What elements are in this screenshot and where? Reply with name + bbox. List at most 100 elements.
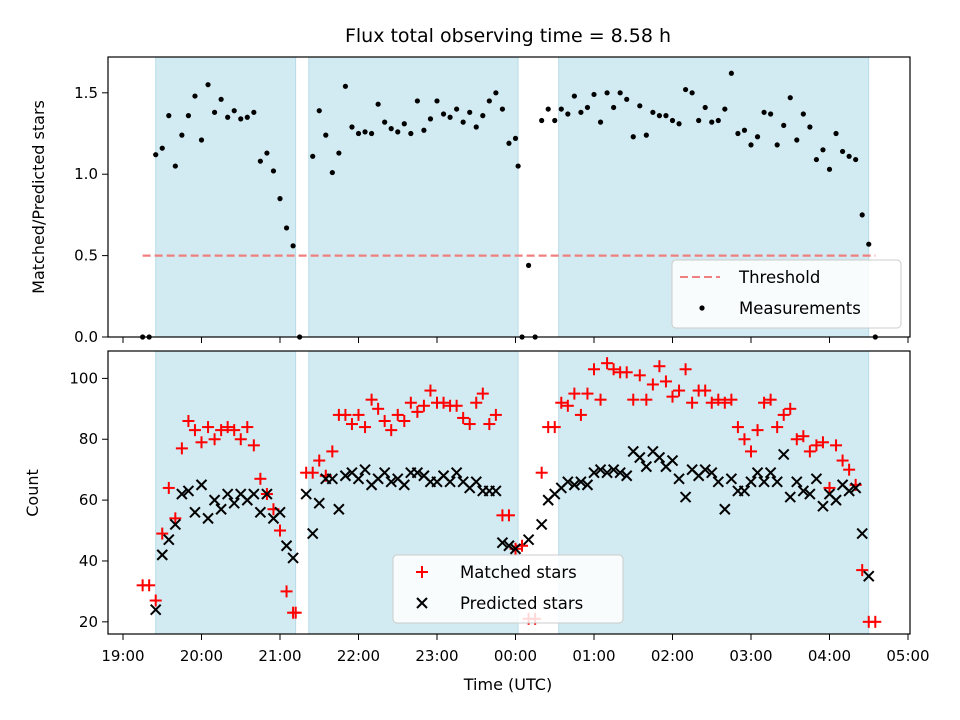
matched-star-point xyxy=(241,421,254,434)
predicted-star-point xyxy=(333,503,345,515)
matched-star-point xyxy=(745,445,757,458)
measurement-point xyxy=(552,117,558,124)
measurement-point xyxy=(820,147,826,153)
measurement-point xyxy=(866,241,872,247)
predicted-star-point xyxy=(562,476,574,488)
measurement-point xyxy=(839,148,846,155)
measurement-point xyxy=(611,104,617,111)
matched-star-point xyxy=(588,363,600,376)
predicted-star-point xyxy=(817,500,829,512)
measurement-point xyxy=(342,83,349,89)
predicted-star-point xyxy=(830,494,842,506)
measurement-point xyxy=(198,137,205,143)
matched-star-point xyxy=(417,399,430,412)
x-tick-label: 02:00 xyxy=(651,647,694,665)
matched-star-point xyxy=(345,418,358,431)
matched-star-point xyxy=(228,424,241,437)
matched-star-point xyxy=(339,408,352,421)
legend-predicted-swatch xyxy=(416,597,428,609)
measurement-point xyxy=(401,121,407,127)
legend-threshold-label: Threshold xyxy=(738,268,820,287)
measurement-point xyxy=(650,109,656,115)
measurement-point xyxy=(486,98,492,104)
measurement-point xyxy=(211,109,218,115)
matched-star-point xyxy=(797,430,810,443)
matched-star-point xyxy=(470,396,483,409)
matched-star-point xyxy=(313,454,326,467)
matched-star-point xyxy=(790,433,803,446)
matched-star-point xyxy=(221,421,234,434)
predicted-star-point xyxy=(208,494,221,506)
predicted-star-point xyxy=(156,549,168,561)
y-tick-label: 20 xyxy=(79,613,98,631)
measurement-point xyxy=(277,196,283,202)
matched-star-point xyxy=(359,421,372,434)
measurement-point xyxy=(656,113,663,119)
predicted-star-point xyxy=(771,476,783,488)
x-tick-label: 03:00 xyxy=(729,647,772,665)
chart-title: Flux total observing time = 8.58 h xyxy=(345,25,671,47)
measurement-point xyxy=(159,145,165,151)
measurement-point xyxy=(728,70,734,76)
measurement-point xyxy=(427,116,434,122)
matched-star-point xyxy=(476,387,489,400)
predicted-star-point xyxy=(339,470,352,482)
measurement-point xyxy=(597,119,604,125)
measurement-point xyxy=(506,140,512,146)
measurement-point xyxy=(192,93,198,99)
matched-star-point xyxy=(607,363,620,376)
measurement-point xyxy=(238,116,244,122)
matched-star-point xyxy=(640,393,653,406)
matched-star-point xyxy=(326,445,339,458)
measurement-point xyxy=(774,142,780,148)
measurement-point xyxy=(408,130,414,137)
measurement-point xyxy=(735,130,741,137)
measurement-point xyxy=(323,132,329,138)
matched-star-point xyxy=(372,402,385,415)
measurement-point xyxy=(558,106,564,112)
measurement-point xyxy=(807,124,813,130)
matched-star-point xyxy=(705,396,718,409)
predicted-star-point xyxy=(588,467,600,479)
measurement-point xyxy=(604,90,610,96)
bottom-plot-frame xyxy=(107,350,911,635)
measurement-point xyxy=(846,153,852,159)
predicted-star-point xyxy=(849,482,862,494)
matched-star-point xyxy=(385,424,398,437)
predicted-star-point xyxy=(202,512,214,525)
matched-star-point xyxy=(535,466,548,479)
predicted-star-point xyxy=(594,463,607,476)
predicted-star-point xyxy=(215,503,227,515)
predicted-star-point xyxy=(712,476,724,488)
matched-star-point xyxy=(247,439,260,452)
measurement-point xyxy=(375,101,381,107)
matched-star-point xyxy=(289,606,302,619)
predicted-star-point xyxy=(189,506,201,518)
measurement-point xyxy=(859,212,865,218)
measurement-point xyxy=(231,108,237,114)
measurement-point xyxy=(205,82,211,88)
matched-star-point xyxy=(437,396,450,409)
measurement-point xyxy=(395,129,401,135)
top-panel-ratio: 0.0 0.5 1.0 1.5 Matched/Predicted stars Thr… xyxy=(29,56,911,346)
predicted-star-point xyxy=(254,506,267,518)
legend-measurements-label: Measurements xyxy=(739,299,861,318)
bottom-observing-windows xyxy=(155,350,870,635)
measurement-point xyxy=(539,117,545,124)
measurement-point xyxy=(748,142,754,148)
x-axis-label: Time (UTC) xyxy=(463,675,552,694)
y-tick-label: 0.5 xyxy=(74,247,98,265)
matched-star-point xyxy=(581,387,594,400)
matched-star-point xyxy=(450,399,463,412)
measurement-point xyxy=(244,114,250,120)
matched-star-point xyxy=(143,579,156,592)
top-y-axis-label: Matched/Predicted stars xyxy=(29,100,48,294)
matched-star-point xyxy=(784,402,797,415)
predicted-star-point xyxy=(607,463,620,476)
predicted-star-point xyxy=(287,552,299,564)
matched-star-point xyxy=(149,594,162,607)
predicted-star-point xyxy=(150,603,162,616)
measurement-point xyxy=(283,225,290,231)
measurement-point xyxy=(172,163,178,169)
